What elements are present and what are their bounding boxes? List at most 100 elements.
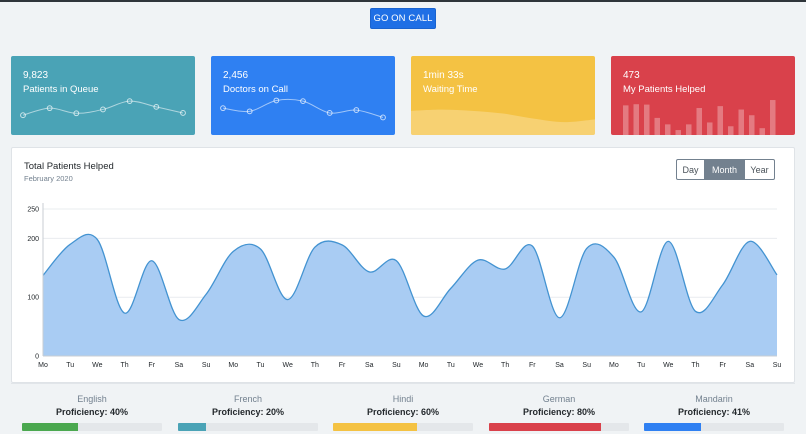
progress-fill: [178, 423, 206, 431]
language-proficiency: Proficiency: 40%: [55, 407, 129, 417]
y-tick-label: 250: [27, 207, 39, 214]
y-tick-label: 200: [27, 236, 39, 243]
x-tick-label: Mo: [228, 362, 238, 369]
patients-helped-bar: [633, 104, 639, 135]
language-name: French: [233, 394, 262, 404]
x-tick-label: Th: [691, 362, 699, 369]
x-tick-label: Sa: [746, 362, 755, 369]
language-proficiency: Proficiency: 80%: [522, 407, 596, 417]
card-value: 9,823: [23, 70, 49, 81]
sparkline-point: [20, 112, 26, 119]
patients-helped-bar: [728, 126, 734, 135]
waiting-time-area-path: [411, 109, 595, 135]
card-value: 473: [623, 70, 640, 81]
language-proficiency: Proficiency: 60%: [366, 407, 440, 417]
y-tick-label: 100: [27, 295, 39, 302]
x-tick-label: We: [663, 362, 673, 369]
x-tick-label: Tu: [66, 362, 74, 369]
total-patients-area-chart: 0 100 200 250 Mo Tu We Th Fr Sa Su Mo Tu We Th Fr Sa Su Mo…: [27, 203, 782, 369]
sparkline-point: [46, 105, 53, 112]
chart-title: Total Patients Helped: [24, 161, 114, 172]
card-my-patients-helped: 473 My Patients Helped: [611, 56, 795, 135]
patients-helped-bar: [623, 105, 629, 135]
sparkline-point: [126, 98, 133, 105]
x-tick-label: Th: [311, 362, 319, 369]
patients-helped-bar: [686, 124, 692, 135]
progress-track: [22, 423, 162, 431]
sparkline-point: [73, 110, 80, 117]
chart-subtitle: February 2020: [24, 174, 73, 183]
card-waiting-time: 1min 33s Waiting Time: [411, 56, 595, 135]
x-tick-label: Tu: [637, 362, 645, 369]
patients-helped-bar: [696, 108, 702, 135]
card-value: 1min 33s: [423, 70, 464, 81]
card-patients-in-queue: 9,823 Patients in Queue: [11, 56, 195, 135]
patients-helped-bar: [759, 128, 765, 135]
x-tick-label: Mo: [609, 362, 619, 369]
progress-fill: [22, 423, 78, 431]
x-tick-label: Tu: [447, 362, 455, 369]
area-fill: [43, 234, 777, 356]
sparkline-point: [353, 107, 360, 113]
go-on-call-button[interactable]: GO ON CALL: [370, 8, 436, 29]
progress-track: [644, 423, 784, 431]
patients-helped-bar: [749, 115, 755, 135]
x-tick-label: Su: [773, 362, 782, 369]
patients-helped-bar: [770, 100, 776, 135]
x-tick-label: Fr: [529, 362, 536, 369]
patients-helped-bar: [707, 122, 713, 135]
x-tick-label: We: [282, 362, 292, 369]
range-day-button[interactable]: Day: [676, 159, 705, 180]
waiting-time-area: [411, 109, 595, 135]
progress-track: [489, 423, 629, 431]
language-proficiency: Proficiency: 41%: [677, 407, 751, 417]
card-label: Doctors on Call: [223, 84, 288, 95]
patients-helped-bar: [654, 117, 660, 135]
sparkline-path: [22, 100, 184, 116]
language-proficiency-footer: English Proficiency: 40% French Proficie…: [11, 383, 795, 434]
language-name: Hindi: [392, 394, 414, 404]
x-tick-label: Su: [582, 362, 591, 369]
patients-helped-bar: [675, 130, 681, 135]
progress-fill: [644, 423, 702, 431]
range-button-group: Day Month Year: [676, 159, 775, 180]
sparkline-point: [220, 105, 226, 112]
card-doctors-on-call: 2,456 Doctors on Call: [211, 56, 395, 135]
language-name: German: [542, 394, 576, 404]
total-patients-chart-card: 0 100 200 250 Mo Tu We Th Fr Sa Su Mo Tu We Th Fr Sa Su Mo…: [11, 147, 795, 383]
card-label: Waiting Time: [423, 84, 478, 95]
my-patients-helped-bars: [623, 100, 776, 135]
x-tick-label: Fr: [148, 362, 155, 369]
sparkline-point: [100, 106, 106, 113]
progress-fill: [489, 423, 601, 431]
doctors-on-call-sparkline: [220, 97, 386, 121]
sparkline-point: [246, 108, 253, 115]
range-month-button[interactable]: Month: [705, 159, 745, 180]
x-tick-label: Fr: [339, 362, 346, 369]
x-tick-label: Tu: [257, 362, 265, 369]
x-tick-label: Sa: [365, 362, 374, 369]
patients-in-queue-sparkline: [20, 98, 186, 119]
sparkline-point: [273, 97, 280, 104]
language-proficiency: Proficiency: 20%: [211, 407, 285, 417]
x-tick-label: Fr: [719, 362, 726, 369]
sparkline-point: [180, 110, 186, 116]
x-tick-label: Th: [501, 362, 509, 369]
x-tick-label: We: [473, 362, 483, 369]
sparkline-point: [153, 103, 160, 110]
x-tick-label: Su: [392, 362, 401, 369]
card-label: Patients in Queue: [23, 84, 99, 95]
sparkline-point: [300, 98, 306, 105]
patients-helped-bar: [738, 109, 744, 135]
range-year-button[interactable]: Year: [745, 159, 775, 180]
language-name: Mandarin: [695, 394, 733, 404]
progress-track: [178, 423, 318, 431]
patients-helped-bar: [644, 104, 650, 135]
area-line: [42, 233, 778, 322]
patients-helped-bar: [665, 124, 671, 135]
card-label: My Patients Helped: [623, 84, 706, 95]
x-tick-label: We: [92, 362, 102, 369]
x-tick-label: Sa: [555, 362, 564, 369]
progress-track: [333, 423, 473, 431]
language-name: English: [77, 394, 107, 404]
